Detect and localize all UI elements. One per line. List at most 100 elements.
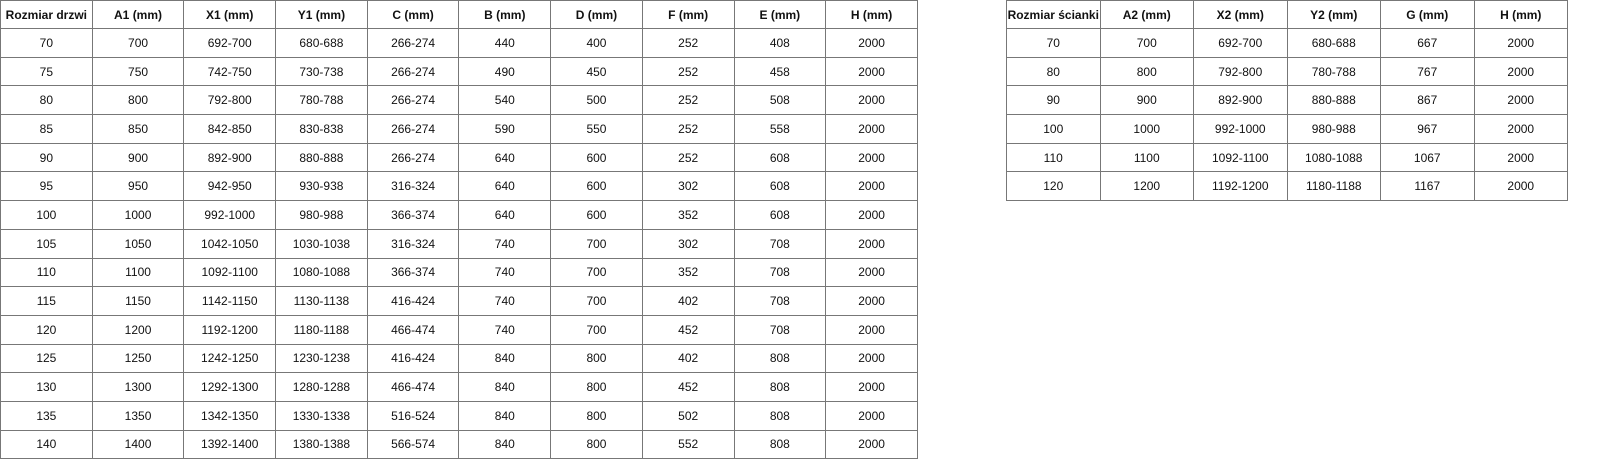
table-cell: 800 <box>91 85 185 116</box>
table-cell: 115 <box>0 286 93 316</box>
table-cell: 1030-1038 <box>275 228 368 259</box>
table-cell: 840 <box>458 372 552 402</box>
table-cell: 700 <box>550 228 643 259</box>
table-cell: 366-374 <box>366 200 460 230</box>
table-cell: 558 <box>733 114 827 144</box>
table-cell: 750 <box>91 56 185 87</box>
column-header: C (mm) <box>366 0 460 29</box>
table-cell: 120 <box>1006 171 1101 202</box>
table-cell: 680-688 <box>275 28 368 58</box>
table-cell: 85 <box>0 114 93 144</box>
table-cell: 992-1000 <box>1193 114 1288 144</box>
table-cell: 800 <box>1099 56 1194 87</box>
table-cell: 95 <box>0 171 93 202</box>
table-cell: 366-374 <box>366 257 460 288</box>
table-cell: 2000 <box>825 85 918 116</box>
table-cell: 792-800 <box>183 85 277 116</box>
table-cell: 680-688 <box>1286 28 1381 58</box>
table-cell: 1092-1100 <box>183 257 277 288</box>
table-row: 110 1100 1092-1100 1080-1088 366-374 740 700 35… <box>0 257 918 288</box>
table-cell: 600 <box>550 171 643 202</box>
table-cell: 842-850 <box>183 114 277 144</box>
table-row: 70 700 692-700 680-688 667 2000 <box>1006 28 1568 58</box>
column-header: H (mm) <box>825 0 918 29</box>
table-row: 75 750 742-750 730-738 266-274 490 450 252 458 20… <box>0 56 918 87</box>
table-cell: 808 <box>733 372 827 402</box>
table-cell: 266-274 <box>366 28 460 58</box>
table-cell: 640 <box>458 171 552 202</box>
table-cell: 608 <box>733 200 827 230</box>
table-cell: 700 <box>550 314 643 345</box>
column-header: X1 (mm) <box>183 0 277 29</box>
table-row: 135 1350 1342-1350 1330-1338 516-524 840 800 50… <box>0 400 918 431</box>
table-cell: 708 <box>733 257 827 288</box>
table-cell: 880-888 <box>1286 85 1381 116</box>
column-header: Y1 (mm) <box>275 0 368 29</box>
table-cell: 516-524 <box>366 400 460 431</box>
table-cell: 2000 <box>825 200 918 230</box>
table-cell: 450 <box>550 56 643 87</box>
table-cell: 800 <box>550 400 643 431</box>
table-cell: 930-938 <box>275 171 368 202</box>
table-row: 110 1100 1092-1100 1080-1088 1067 2000 <box>1006 142 1568 173</box>
table-cell: 1350 <box>91 400 185 431</box>
table-cell: 1092-1100 <box>1193 142 1288 173</box>
table-cell: 780-788 <box>275 85 368 116</box>
table-cell: 252 <box>641 85 735 116</box>
table-cell: 316-324 <box>366 171 460 202</box>
table-cell: 1380-1388 <box>275 429 368 459</box>
table-cell: 840 <box>458 429 552 459</box>
table-cell: 942-950 <box>183 171 277 202</box>
table-row: 90 900 892-900 880-888 266-274 640 600 252 608 20… <box>0 142 918 173</box>
table-cell: 70 <box>1006 28 1101 58</box>
table-cell: 1000 <box>1099 114 1194 144</box>
table-cell: 700 <box>91 28 185 58</box>
table-cell: 2000 <box>1473 114 1568 144</box>
table-cell: 740 <box>458 257 552 288</box>
table-cell: 2000 <box>825 372 918 402</box>
table-cell: 1080-1088 <box>1286 142 1381 173</box>
table-cell: 792-800 <box>1193 56 1288 87</box>
table-cell: 1180-1188 <box>275 314 368 345</box>
table-cell: 120 <box>0 314 93 345</box>
table-cell: 2000 <box>1473 28 1568 58</box>
table-row: 95 950 942-950 930-938 316-324 640 600 302 608 20… <box>0 171 918 202</box>
table-cell: 1167 <box>1380 171 1475 202</box>
table-cell: 808 <box>733 343 827 374</box>
table-cell: 1050 <box>91 228 185 259</box>
table-cell: 466-474 <box>366 314 460 345</box>
table-cell: 252 <box>641 56 735 87</box>
table-cell: 1292-1300 <box>183 372 277 402</box>
table-cell: 130 <box>0 372 93 402</box>
table-cell: 900 <box>91 142 185 173</box>
table-cell: 1280-1288 <box>275 372 368 402</box>
table-cell: 2000 <box>825 142 918 173</box>
table-row: 85 850 842-850 830-838 266-274 590 550 252 558 20… <box>0 114 918 144</box>
column-header: B (mm) <box>458 0 552 29</box>
table-cell: 540 <box>458 85 552 116</box>
table-row: 115 1150 1142-1150 1130-1138 416-424 740 700 40… <box>0 286 918 316</box>
table-cell: 808 <box>733 400 827 431</box>
table-row: 120 1200 1192-1200 1180-1188 1167 2000 <box>1006 171 1568 202</box>
table-cell: 1230-1238 <box>275 343 368 374</box>
table-cell: 458 <box>733 56 827 87</box>
table-cell: 980-988 <box>1286 114 1381 144</box>
table-cell: 2000 <box>1473 142 1568 173</box>
table-cell: 1330-1338 <box>275 400 368 431</box>
column-header: A1 (mm) <box>91 0 185 29</box>
table-cell: 1150 <box>91 286 185 316</box>
table-cell: 2000 <box>825 171 918 202</box>
table-cell: 830-838 <box>275 114 368 144</box>
table-cell: 900 <box>1099 85 1194 116</box>
header-row: Rozmiar ścianki A2 (mm) X2 (mm) Y2 (mm) G (m… <box>1006 0 1568 29</box>
table-cell: 110 <box>0 257 93 288</box>
table-cell: 90 <box>0 142 93 173</box>
table-cell: 2000 <box>1473 85 1568 116</box>
wall-dimensions-table: Rozmiar ścianki A2 (mm) X2 (mm) Y2 (mm) G (m… <box>1006 0 1568 202</box>
column-header: A2 (mm) <box>1099 0 1194 29</box>
table-cell: 967 <box>1380 114 1475 144</box>
table-cell: 880-888 <box>275 142 368 173</box>
table-cell: 400 <box>550 28 643 58</box>
door-dimensions-table: Rozmiar drzwi A1 (mm) X1 (mm) Y1 (mm) C (mm)… <box>0 0 918 459</box>
table-cell: 992-1000 <box>183 200 277 230</box>
